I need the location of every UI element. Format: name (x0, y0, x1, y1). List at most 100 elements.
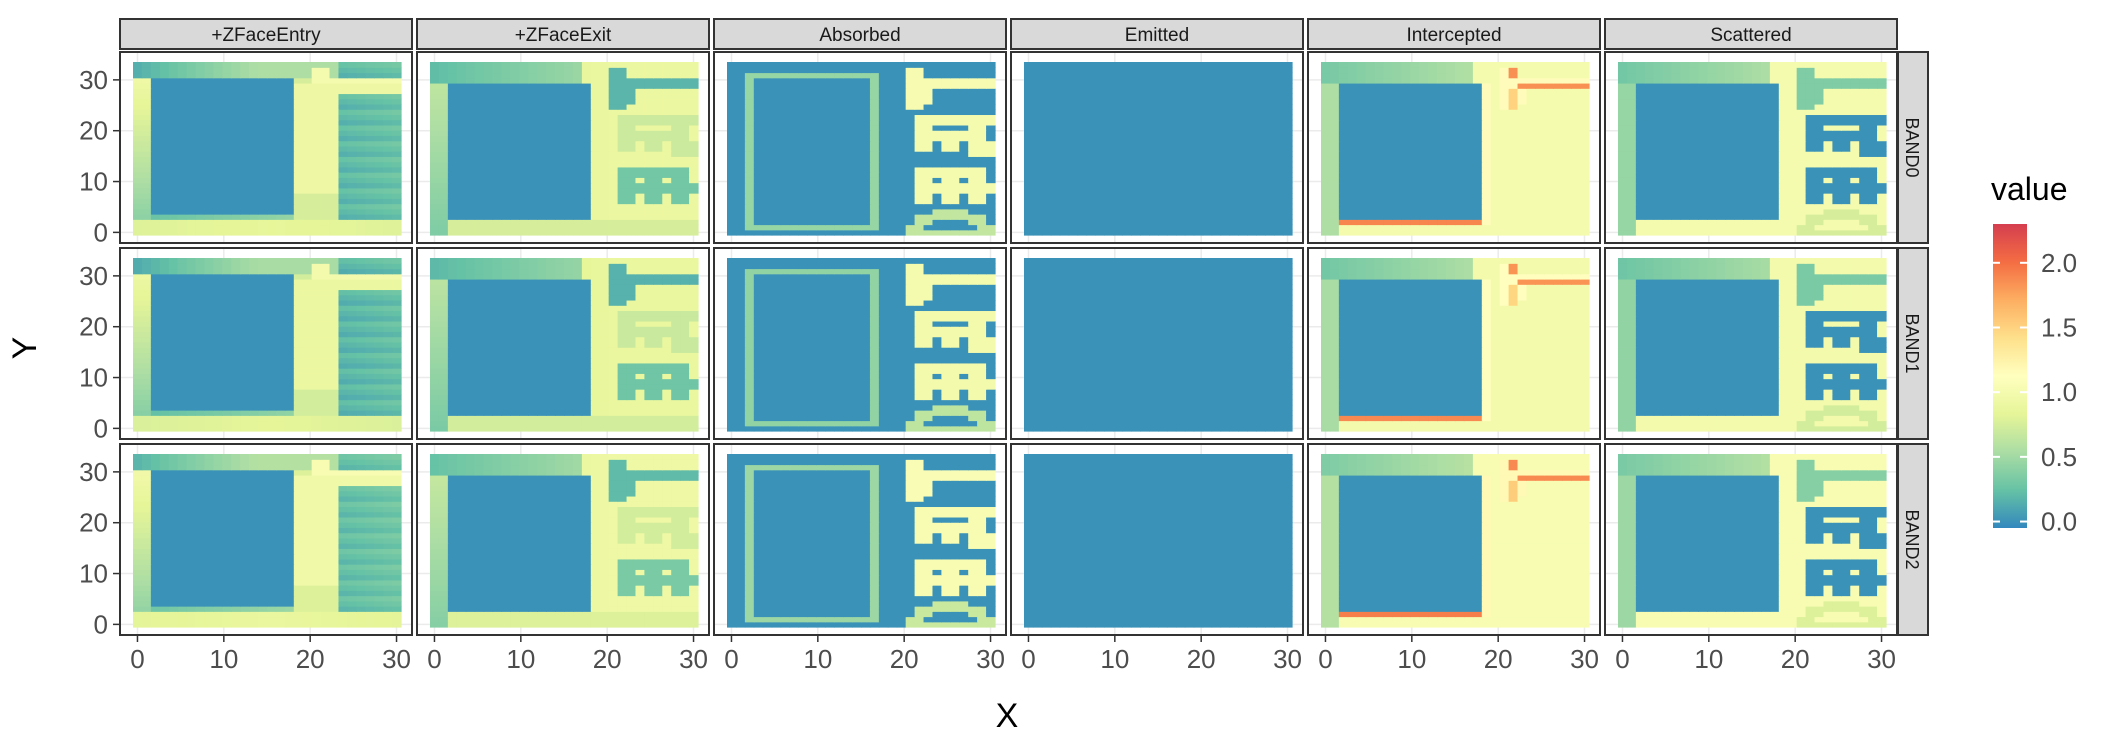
raster-cell (1193, 172, 1204, 178)
raster-cell (816, 219, 826, 226)
raster-cell (528, 156, 538, 163)
raster-cell (843, 88, 853, 95)
raster-cell (1059, 109, 1070, 116)
raster-cell (1256, 156, 1266, 163)
raster-cell (1095, 119, 1105, 126)
raster-cell (546, 172, 556, 178)
raster-cell (1553, 198, 1563, 205)
raster-cell (1050, 224, 1061, 231)
raster-cell (1374, 161, 1385, 168)
raster-cell (338, 109, 348, 116)
raster-cell (861, 161, 871, 168)
raster-cell (1535, 166, 1545, 173)
raster-cell (1283, 193, 1293, 199)
raster-cell (1338, 198, 1349, 205)
raster-cell (447, 177, 458, 184)
raster-cell (1481, 135, 1492, 142)
raster-cell (1238, 219, 1248, 226)
raster-cell (680, 172, 690, 178)
raster-cell (258, 151, 268, 157)
raster-cell (133, 166, 143, 173)
raster-cell (887, 198, 898, 205)
raster-cell (744, 67, 755, 74)
raster-cell (941, 135, 951, 142)
raster-cell (240, 93, 250, 100)
raster-cell (293, 98, 304, 105)
raster-cell (537, 166, 547, 173)
raster-cell (1472, 161, 1483, 168)
raster-cell (1535, 98, 1545, 105)
raster-cell (1321, 72, 1331, 79)
raster-cell (887, 145, 898, 152)
raster-cell (249, 224, 259, 231)
raster-cell (231, 193, 241, 199)
raster-cell (465, 229, 476, 236)
raster-cell (671, 198, 681, 205)
raster-cell (483, 219, 494, 226)
raster-cell (204, 177, 214, 184)
raster-cell (1455, 161, 1465, 168)
raster-cell (753, 67, 764, 74)
raster-cell (1032, 67, 1043, 74)
raster-cell (555, 130, 565, 136)
raster-cell (1553, 193, 1563, 199)
raster-cell (1321, 124, 1331, 131)
raster-cell (825, 182, 835, 189)
raster-cell (744, 140, 755, 147)
raster-cell (1202, 172, 1213, 178)
raster-cell (1553, 124, 1563, 131)
raster-cell (671, 219, 681, 226)
raster-cell (896, 214, 907, 220)
raster-cell (1131, 67, 1141, 74)
raster-cell (599, 151, 610, 157)
raster-cell (626, 88, 637, 95)
raster-cell (1149, 219, 1159, 226)
raster-cell (1050, 219, 1061, 226)
raster-cell (320, 161, 331, 168)
raster-cell (861, 82, 871, 89)
raster-cell (834, 224, 844, 231)
raster-cell (195, 224, 206, 231)
raster-cell (1283, 114, 1293, 121)
raster-cell (905, 140, 916, 147)
raster-cell (590, 198, 601, 205)
raster-cell (249, 130, 259, 136)
raster-cell (447, 67, 458, 74)
raster-cell (1211, 98, 1222, 105)
raster-cell (1329, 114, 1340, 121)
raster-cell (1184, 182, 1195, 189)
raster-cell (1193, 130, 1204, 136)
raster-cell (133, 182, 143, 189)
raster-cell (923, 203, 934, 210)
raster-cell (852, 109, 862, 116)
raster-cell (977, 224, 987, 231)
raster-cell (537, 203, 547, 210)
raster-cell (1526, 193, 1536, 199)
raster-cell (338, 177, 348, 184)
raster-cell (1032, 130, 1043, 136)
raster-cell (762, 229, 773, 236)
raster-cell (1401, 187, 1411, 194)
raster-cell (320, 114, 331, 121)
raster-cell (653, 93, 663, 100)
raster-cell (1184, 67, 1195, 74)
raster-cell (456, 177, 467, 184)
raster-cell (1122, 88, 1132, 95)
raster-cell (510, 208, 520, 215)
raster-cell (959, 208, 969, 215)
raster-cell (159, 229, 170, 236)
raster-cell (438, 130, 449, 136)
raster-cell (240, 187, 250, 194)
raster-cell (671, 119, 681, 126)
raster-cell (1499, 166, 1510, 173)
raster-cell (1419, 156, 1429, 163)
raster-cell (320, 193, 331, 199)
raster-cell (590, 182, 601, 189)
raster-cell (986, 172, 996, 178)
raster-cell (356, 193, 366, 199)
raster-cell (1041, 156, 1052, 163)
raster-cell (438, 156, 449, 163)
raster-cell (932, 161, 942, 168)
raster-cell (932, 166, 942, 173)
raster-cell (1184, 208, 1195, 215)
